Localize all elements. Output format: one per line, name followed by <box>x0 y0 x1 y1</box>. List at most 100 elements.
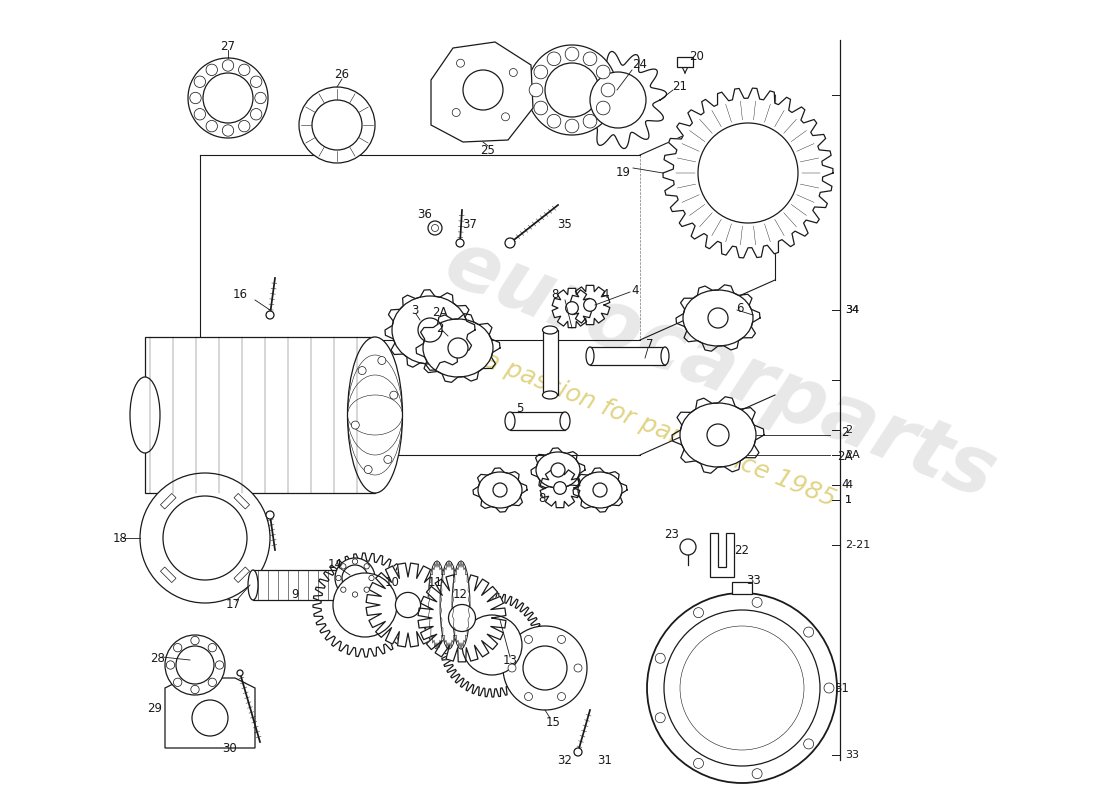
Circle shape <box>395 592 420 618</box>
Text: eurocarparts: eurocarparts <box>433 224 1006 516</box>
Text: 10: 10 <box>385 575 399 589</box>
Bar <box>253 570 343 600</box>
Circle shape <box>352 559 358 564</box>
Circle shape <box>208 643 217 652</box>
Circle shape <box>693 758 704 768</box>
Circle shape <box>583 114 597 128</box>
Circle shape <box>448 338 468 358</box>
Text: 34: 34 <box>845 305 859 315</box>
Text: 21: 21 <box>672 79 688 93</box>
Text: 22: 22 <box>735 543 749 557</box>
Circle shape <box>656 654 666 663</box>
Circle shape <box>204 73 253 123</box>
Text: 15: 15 <box>546 717 560 730</box>
Circle shape <box>239 64 250 75</box>
Ellipse shape <box>440 561 458 649</box>
Text: 33: 33 <box>845 750 859 760</box>
Circle shape <box>333 573 397 637</box>
Circle shape <box>565 302 579 314</box>
Text: 32: 32 <box>558 754 572 766</box>
Circle shape <box>163 496 248 580</box>
Circle shape <box>680 539 696 555</box>
Circle shape <box>509 69 517 77</box>
Circle shape <box>596 101 611 115</box>
Circle shape <box>565 47 579 61</box>
Bar <box>145 337 375 493</box>
Text: 5: 5 <box>516 402 524 414</box>
Text: 4: 4 <box>631 283 639 297</box>
Circle shape <box>602 83 615 97</box>
Text: 2: 2 <box>845 425 853 435</box>
Circle shape <box>266 511 274 519</box>
Polygon shape <box>431 42 534 142</box>
Circle shape <box>266 311 274 319</box>
Circle shape <box>525 693 532 701</box>
Circle shape <box>222 60 233 71</box>
Circle shape <box>752 598 762 607</box>
Text: 8: 8 <box>551 289 559 302</box>
Bar <box>234 567 250 582</box>
Polygon shape <box>570 286 609 325</box>
Circle shape <box>529 83 542 97</box>
Circle shape <box>206 121 218 132</box>
Circle shape <box>752 769 762 778</box>
Circle shape <box>389 391 398 399</box>
Circle shape <box>664 610 820 766</box>
Ellipse shape <box>536 452 580 488</box>
Ellipse shape <box>452 561 470 649</box>
Polygon shape <box>418 574 506 662</box>
Circle shape <box>493 483 507 497</box>
Text: 35: 35 <box>558 218 572 231</box>
Circle shape <box>312 100 362 150</box>
Text: 2A: 2A <box>845 450 860 460</box>
Circle shape <box>190 636 199 645</box>
Circle shape <box>544 63 600 117</box>
Circle shape <box>534 101 548 115</box>
Text: 13: 13 <box>503 654 517 666</box>
Circle shape <box>239 121 250 132</box>
Circle shape <box>352 592 358 597</box>
Text: 30: 30 <box>222 742 238 754</box>
Circle shape <box>707 424 729 446</box>
Text: 20: 20 <box>690 50 704 63</box>
Circle shape <box>176 646 214 684</box>
Polygon shape <box>314 553 417 657</box>
Polygon shape <box>663 88 833 258</box>
Circle shape <box>364 587 370 592</box>
Bar <box>543 330 558 395</box>
Circle shape <box>188 58 268 138</box>
Text: 33: 33 <box>747 574 761 587</box>
Circle shape <box>804 627 814 637</box>
Text: 19: 19 <box>616 166 630 179</box>
Circle shape <box>584 298 596 311</box>
Ellipse shape <box>338 570 348 600</box>
Bar <box>732 582 752 594</box>
Polygon shape <box>552 288 592 328</box>
Circle shape <box>508 664 516 672</box>
Circle shape <box>166 661 175 669</box>
Ellipse shape <box>586 347 594 365</box>
Circle shape <box>698 123 798 223</box>
Text: 37: 37 <box>463 218 477 231</box>
Circle shape <box>364 564 370 569</box>
Ellipse shape <box>578 472 621 508</box>
Text: 28: 28 <box>151 651 165 665</box>
Circle shape <box>336 558 375 598</box>
Circle shape <box>558 693 565 701</box>
Polygon shape <box>710 533 734 577</box>
Circle shape <box>206 64 218 75</box>
Text: 17: 17 <box>226 598 241 611</box>
Circle shape <box>534 65 548 79</box>
Circle shape <box>522 646 566 690</box>
Circle shape <box>558 635 565 643</box>
Bar <box>510 412 565 430</box>
Text: 2A: 2A <box>837 450 852 463</box>
Circle shape <box>708 308 728 328</box>
Circle shape <box>359 366 366 374</box>
Circle shape <box>140 473 270 603</box>
Circle shape <box>190 686 199 694</box>
Text: 3: 3 <box>411 303 419 317</box>
Polygon shape <box>570 51 667 149</box>
Ellipse shape <box>424 319 493 377</box>
Bar <box>590 347 666 365</box>
